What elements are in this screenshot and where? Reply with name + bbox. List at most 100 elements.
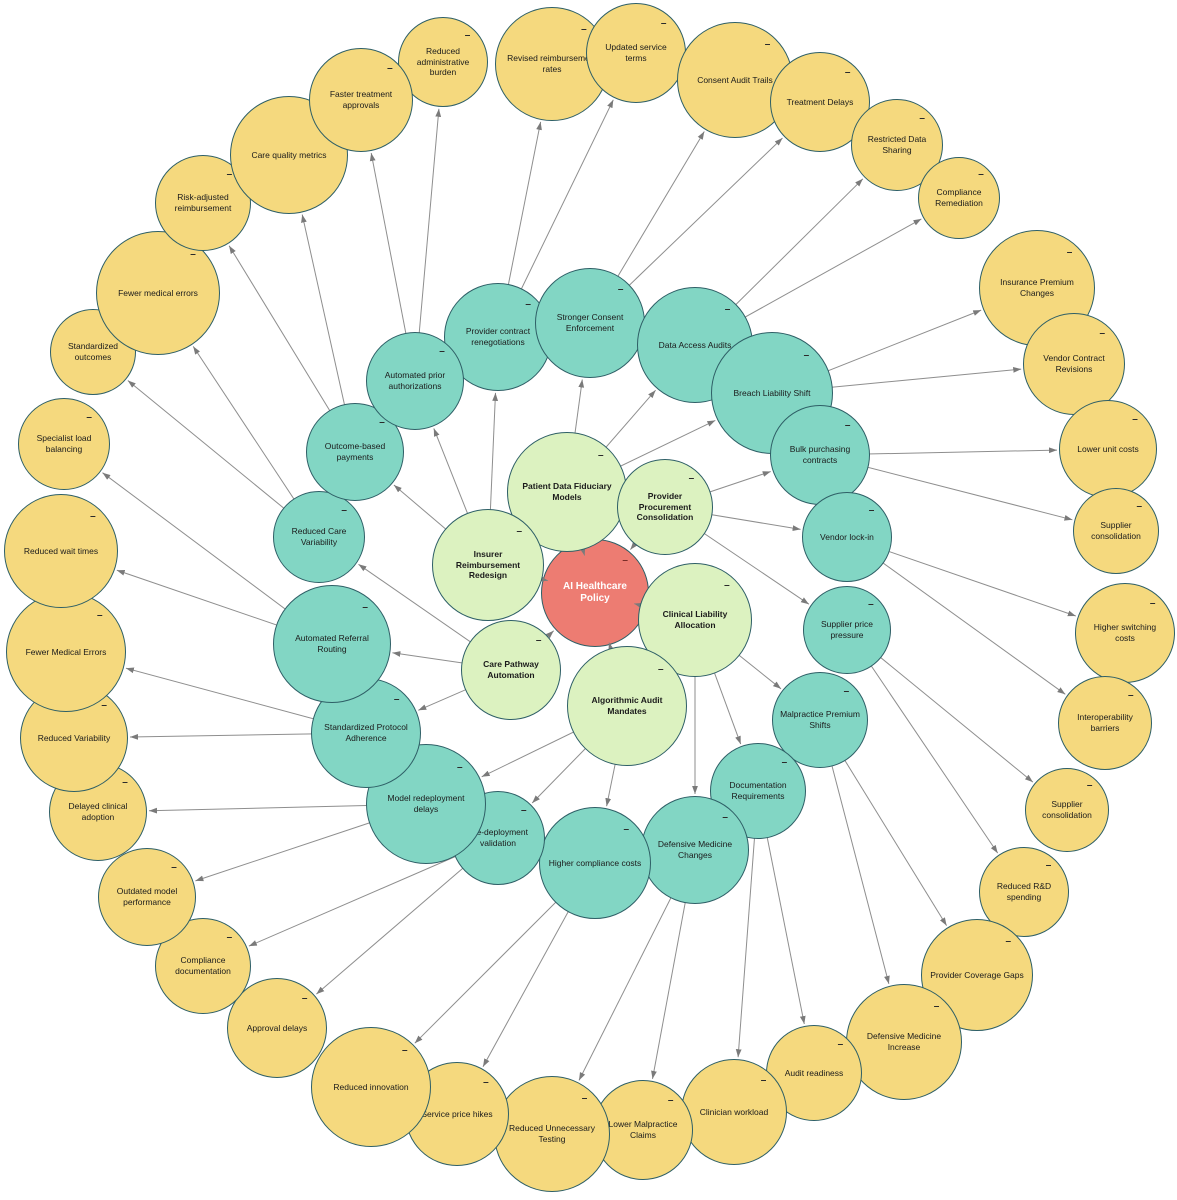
node-malpractice-premium-shifts[interactable]: – Malpractice Premium Shifts [772, 672, 868, 768]
node-automated-referral-routing[interactable]: – Automated Referral Routing [273, 585, 391, 703]
node-supplier-consolidation-1[interactable]: – Supplier consolidation [1073, 488, 1159, 574]
node-supplier-price-pressure[interactable]: – Supplier price pressure [803, 586, 891, 674]
collapse-badge[interactable]: – [1149, 597, 1156, 609]
collapse-badge[interactable]: – [1099, 328, 1105, 339]
node-lower-unit-costs[interactable]: – Lower unit costs [1059, 400, 1157, 498]
node-reduced-unnecessary-testing[interactable]: – Reduced Unnecessary Testing [494, 1076, 610, 1192]
node-reduced-rd-spending[interactable]: – Reduced R&D spending [979, 847, 1069, 937]
node-higher-switching-costs[interactable]: – Higher switching costs [1075, 583, 1175, 683]
node-insurer-reimbursement-redesign[interactable]: – Insurer Reimbursement Redesign [432, 509, 544, 621]
collapse-badge[interactable]: – [1132, 414, 1138, 426]
collapse-badge[interactable]: – [722, 811, 728, 823]
collapse-badge[interactable]: – [933, 1001, 940, 1013]
node-vendor-lock-in[interactable]: – Vendor lock-in [802, 492, 892, 582]
collapse-badge[interactable]: – [90, 510, 96, 522]
node-higher-compliance-costs[interactable]: – Higher compliance costs [539, 807, 651, 919]
node-ai-healthcare-policy[interactable]: – AI Healthcare Policy [541, 539, 649, 647]
collapse-badge[interactable]: – [1045, 860, 1052, 872]
collapse-badge[interactable]: – [724, 304, 731, 316]
collapse-badge[interactable]: – [86, 411, 92, 423]
collapse-badge[interactable]: – [226, 932, 233, 944]
collapse-badge[interactable]: – [844, 66, 851, 78]
node-reduced-innovation[interactable]: – Reduced innovation [311, 1027, 431, 1147]
collapse-badge[interactable]: – [516, 525, 523, 537]
collapse-badge[interactable]: – [341, 504, 347, 516]
collapse-badge[interactable]: – [483, 1077, 489, 1089]
collapse-badge[interactable]: – [226, 169, 233, 181]
collapse-badge[interactable]: – [760, 1074, 767, 1086]
collapse-badge[interactable]: – [660, 17, 667, 29]
node-approval-delays[interactable]: – Approval delays [227, 978, 327, 1078]
collapse-badge[interactable]: – [301, 992, 308, 1004]
collapse-badge[interactable]: – [868, 505, 875, 517]
node-vendor-contract-revisions[interactable]: – Vendor Contract Revisions [1023, 313, 1125, 415]
node-reduced-administrative-burden[interactable]: – Reduced administrative burden [398, 17, 488, 107]
collapse-badge[interactable]: – [581, 1093, 588, 1105]
collapse-badge[interactable]: – [439, 346, 445, 358]
collapse-badge[interactable]: – [781, 757, 788, 769]
node-label: Provider Procurement Consolidation [636, 491, 694, 523]
collapse-badge[interactable]: – [101, 699, 107, 711]
collapse-badge[interactable]: – [97, 609, 103, 621]
node-care-pathway-automation[interactable]: – Care Pathway Automation [461, 620, 561, 720]
collapse-badge[interactable]: – [868, 598, 874, 610]
node-compliance-remediation[interactable]: – Compliance Remediation [918, 157, 1000, 239]
node-algorithmic-audit-mandates[interactable]: – Algorithmic Audit Mandates [567, 646, 687, 766]
node-bulk-purchasing-contracts[interactable]: – Bulk purchasing contracts [770, 405, 870, 505]
collapse-badge[interactable]: – [843, 686, 850, 698]
collapse-badge[interactable]: – [617, 284, 624, 296]
collapse-badge[interactable]: – [387, 63, 393, 75]
collapse-badge[interactable]: – [535, 634, 542, 646]
node-interoperability-barriers[interactable]: – Interoperability barriers [1058, 676, 1152, 770]
node-fewer-medical-errors-1[interactable]: – Fewer Medical Errors [6, 592, 126, 712]
collapse-badge[interactable]: – [1127, 689, 1134, 701]
node-label: Automated prior authorizations [384, 370, 446, 391]
collapse-badge[interactable]: – [764, 39, 771, 51]
node-updated-service-terms[interactable]: – Updated service terms [586, 3, 686, 103]
collapse-badge[interactable]: – [122, 777, 128, 789]
node-faster-treatment-approvals[interactable]: – Faster treatment approvals [309, 48, 413, 152]
collapse-badge[interactable]: – [464, 30, 471, 42]
collapse-badge[interactable]: – [688, 473, 695, 485]
collapse-badge[interactable]: – [919, 112, 925, 124]
collapse-badge[interactable]: – [581, 23, 587, 35]
collapse-badge[interactable]: – [379, 417, 385, 429]
node-outdated-model-performance[interactable]: – Outdated model performance [98, 848, 196, 946]
node-label: Approval delays [246, 1022, 308, 1033]
collapse-badge[interactable]: – [362, 602, 368, 614]
node-provider-procurement-consolidation[interactable]: – Provider Procurement Consolidation [617, 459, 713, 555]
collapse-badge[interactable]: – [724, 579, 730, 591]
collapse-badge[interactable]: – [190, 249, 196, 261]
collapse-badge[interactable]: – [525, 298, 531, 310]
node-defensive-medicine-increase[interactable]: – Defensive Medicine Increase [846, 984, 962, 1100]
collapse-badge[interactable]: – [844, 419, 851, 431]
node-reduced-wait-times[interactable]: – Reduced wait times [4, 494, 118, 608]
collapse-badge[interactable]: – [598, 449, 604, 461]
node-stronger-consent-enforcement[interactable]: – Stronger Consent Enforcement [535, 268, 645, 378]
collapse-badge[interactable]: – [803, 350, 810, 361]
collapse-badge[interactable]: – [402, 1044, 408, 1056]
node-supplier-consolidation-2[interactable]: – Supplier consolidation [1025, 768, 1109, 852]
collapse-badge[interactable]: – [978, 169, 984, 180]
node-defensive-medicine-changes[interactable]: – Defensive Medicine Changes [641, 796, 749, 904]
node-audit-readiness[interactable]: – Audit readiness [766, 1025, 862, 1121]
collapse-badge[interactable]: – [837, 1039, 844, 1051]
collapse-badge[interactable]: – [623, 823, 630, 835]
node-reduced-care-variability[interactable]: – Reduced Care Variability [273, 491, 365, 583]
collapse-badge[interactable]: – [1086, 780, 1093, 792]
node-fewer-medical-errors-2[interactable]: – Fewer medical errors [96, 231, 220, 355]
node-specialist-load-balancing[interactable]: – Specialist load balancing [18, 398, 110, 490]
collapse-badge[interactable]: – [1005, 935, 1012, 947]
collapse-badge[interactable]: – [667, 1094, 674, 1106]
node-automated-prior-authorizations[interactable]: – Automated prior authorizations [366, 332, 464, 430]
collapse-badge[interactable]: – [1066, 247, 1073, 259]
collapse-badge[interactable]: – [658, 663, 664, 675]
collapse-badge[interactable]: – [171, 862, 177, 874]
collapse-badge[interactable]: – [520, 804, 527, 816]
node-clinician-workload[interactable]: – Clinician workload [681, 1059, 787, 1165]
collapse-badge[interactable]: – [1136, 500, 1143, 512]
collapse-badge[interactable]: – [393, 694, 400, 706]
collapse-badge[interactable]: – [457, 761, 463, 773]
collapse-badge[interactable]: – [622, 554, 628, 566]
node-label: Risk-adjusted reimbursement [174, 192, 232, 213]
